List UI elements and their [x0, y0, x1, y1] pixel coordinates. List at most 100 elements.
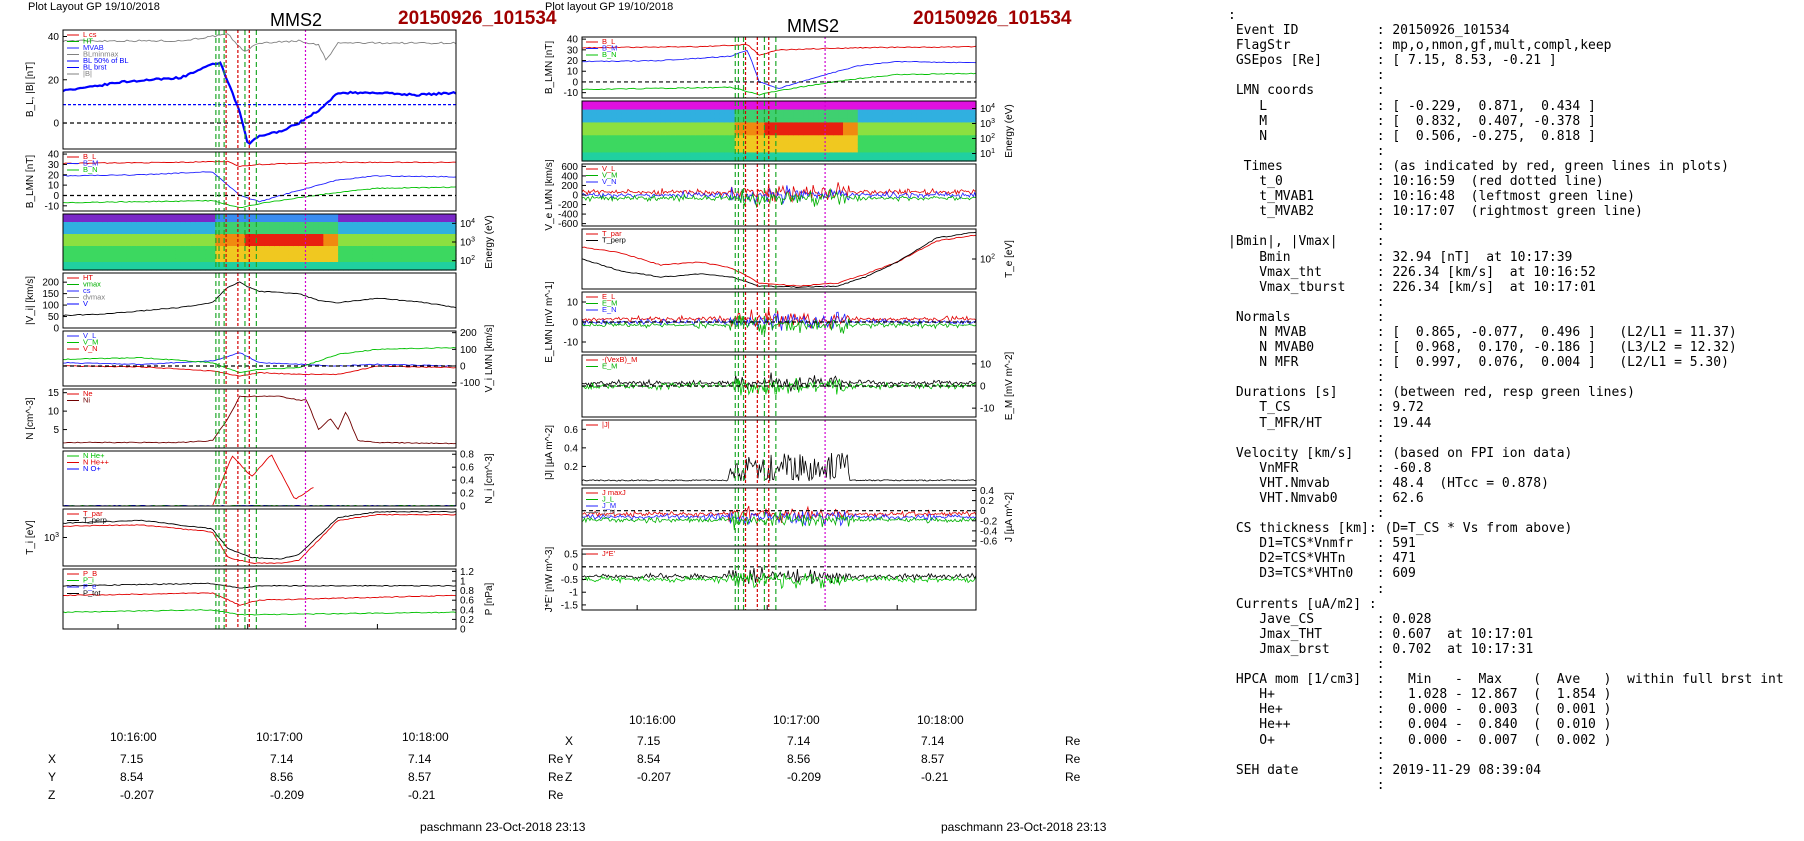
spectrogram-cell [833, 135, 839, 141]
spectrogram-cell [833, 131, 839, 136]
spectrogram-cell [200, 262, 207, 267]
spectrogram-cell [357, 214, 364, 219]
legend-label: HT [83, 37, 93, 46]
spectrogram-cell [392, 262, 398, 267]
spectrogram-cell [813, 131, 819, 136]
spectrogram-cell [102, 266, 108, 271]
y-axis-label: Energy (eV) [1004, 104, 1015, 157]
spectrogram-cell [921, 143, 928, 149]
spectrogram-cell [601, 126, 608, 132]
spectrogram-cell [77, 242, 84, 247]
spectrogram-cell [338, 254, 344, 259]
spectrogram-cell [436, 262, 442, 267]
spectrogram-cell [244, 238, 251, 243]
spectrogram-cell [665, 143, 672, 149]
spectrogram-cell [401, 226, 408, 231]
spectrogram-cell [446, 230, 452, 235]
spectrogram-cell [338, 230, 344, 235]
left-header: Plot Layout GP 19/10/2018 [28, 1, 160, 13]
spectrogram-cell [136, 226, 143, 231]
spectrogram-cell [264, 234, 270, 239]
panel-frame [581, 487, 977, 547]
y-tick-label: 10 [48, 181, 60, 192]
spectrogram-cell [225, 226, 231, 231]
spectrogram-cell [372, 238, 378, 243]
spectrogram-cell [269, 246, 275, 251]
spectrogram-cell [343, 230, 349, 235]
spectrogram-cell [362, 250, 369, 255]
spectrogram-cell [641, 148, 647, 154]
spectrogram-cell [680, 156, 687, 162]
spectrogram-cell [357, 242, 364, 247]
spectrogram-cell [225, 266, 231, 271]
spectrogram-cell [931, 131, 938, 136]
y-tick-label: 0.2 [980, 496, 994, 507]
spectrogram-cell [180, 262, 187, 267]
left-coord-label: Z [48, 788, 56, 802]
spectrogram-cell [171, 234, 177, 239]
spectrogram-cell [274, 250, 280, 255]
y-tick-label: 103 [980, 118, 995, 130]
spectrogram-cell [892, 131, 898, 136]
spectrogram-cell [646, 156, 652, 162]
spectrogram-cell [641, 118, 647, 124]
spectrogram-cell [264, 230, 270, 235]
spectrogram-cell [621, 109, 627, 115]
spectrogram-cell [254, 254, 261, 259]
spectrogram-cell [911, 109, 918, 115]
spectrogram-cell [416, 262, 423, 267]
y-axis-label: B_L, |B| [nT] [25, 62, 36, 117]
spectrogram-cell [131, 254, 138, 259]
info-line: : [1228, 747, 1385, 763]
spectrogram-cell [451, 226, 457, 231]
spectrogram-cell [774, 113, 780, 119]
series-line [581, 511, 977, 531]
spectrogram-cell [616, 109, 622, 115]
spectrogram-cell [171, 222, 177, 227]
spectrogram-cell [921, 148, 928, 154]
spectrogram-cell [606, 113, 613, 119]
spectrogram-cell [82, 250, 89, 255]
spectrogram-cell [215, 226, 221, 231]
spectrogram-cell [318, 242, 324, 247]
spectrogram-cell [931, 122, 938, 128]
spectrogram-cell [190, 218, 197, 223]
spectrogram-cell [416, 234, 423, 239]
spectrogram-cell [636, 131, 642, 136]
spectrogram-cell [774, 135, 780, 141]
spectrogram-cell [774, 122, 780, 128]
spectrogram-cell [705, 105, 711, 111]
series-line-b-l [581, 43, 977, 56]
spectrogram-cell [161, 222, 167, 227]
y-tick-label: 0 [980, 506, 986, 517]
spectrogram-cell [244, 230, 251, 235]
spectrogram-cell [392, 254, 398, 259]
spectrogram-cell [421, 238, 428, 243]
spectrogram-cell [847, 113, 854, 119]
spectrogram-cell [107, 214, 113, 219]
spectrogram-cell [828, 156, 834, 162]
spectrogram-cell [847, 126, 854, 132]
legend-label: V_N [602, 177, 617, 186]
spectrogram-cell [397, 234, 403, 239]
legend-label: P_e [83, 582, 96, 591]
spectrogram-cell [156, 222, 162, 227]
spectrogram-cell [971, 118, 977, 124]
spectrogram-cell [956, 139, 962, 145]
spectrogram-cell [695, 122, 701, 128]
spectrogram-cell [650, 122, 657, 128]
spectrogram-cell [907, 156, 913, 162]
spectrogram-cell [151, 214, 157, 219]
spectrogram-cell [136, 234, 143, 239]
spectrogram-cell [279, 266, 285, 271]
spectrogram-cell [392, 250, 398, 255]
spectrogram-cell [421, 254, 428, 259]
spectrogram-cell [857, 122, 864, 128]
spectrogram-cell [680, 152, 687, 158]
spectrogram-cell [685, 131, 691, 136]
spectrogram-cell [862, 101, 869, 106]
spectrogram-cell [680, 143, 687, 149]
series-line-b-m [582, 49, 977, 89]
spectrogram-cell [210, 246, 216, 251]
spectrogram-cell [126, 230, 133, 235]
